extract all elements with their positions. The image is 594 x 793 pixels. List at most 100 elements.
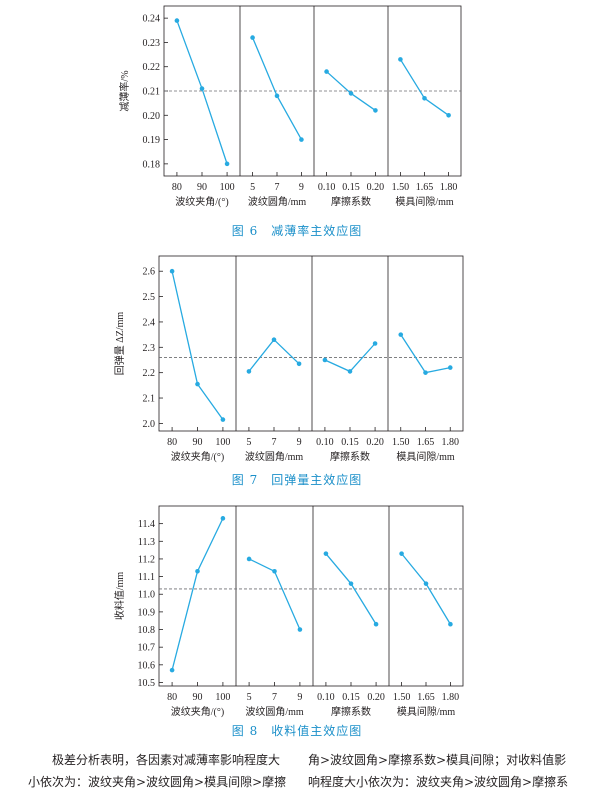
x-tick-label: 100 <box>215 692 230 703</box>
x-tick-label: 0.15 <box>342 182 360 193</box>
data-point <box>220 516 226 521</box>
y-tick-label: 0.20 <box>143 111 161 122</box>
x-tick-label: 1.50 <box>392 437 410 448</box>
x-tick-label: 0.15 <box>341 437 359 448</box>
x-axis-label: 摩擦系数 <box>331 195 371 208</box>
x-tick-label: 5 <box>247 692 252 703</box>
x-axis-label: 摩擦系数 <box>331 705 371 718</box>
plot-frame <box>158 255 464 432</box>
x-tick-label: 80 <box>167 692 177 703</box>
data-point <box>448 621 453 627</box>
data-point <box>373 108 378 113</box>
y-tick-label: 10.6 <box>138 660 156 671</box>
figure-7-caption: 图 7 回弹量主效应图 <box>231 473 363 487</box>
series-line <box>171 518 224 671</box>
data-point <box>348 91 354 96</box>
x-tick-label: 0.15 <box>342 692 360 703</box>
data-point <box>195 568 200 574</box>
y-axis-label: 收料值/mm <box>113 572 126 621</box>
data-point <box>224 161 230 167</box>
body-line: 小依次为：波纹夹角>波纹圆角>模具间隙>摩擦 <box>28 775 287 789</box>
x-tick-label: 1.80 <box>442 437 460 448</box>
y-tick-label: 10.8 <box>138 625 156 636</box>
x-tick-label: 9 <box>297 437 302 448</box>
x-tick-label: 1.65 <box>416 182 434 193</box>
x-tick-label: 0.20 <box>366 437 384 448</box>
x-tick-label: 90 <box>193 692 203 703</box>
data-point <box>398 332 404 337</box>
x-axis-label: 模具间隙/mm <box>396 450 455 463</box>
series-line <box>176 20 228 165</box>
y-tick-label: 0.22 <box>143 62 161 73</box>
x-tick-label: 0.10 <box>317 692 335 703</box>
data-point <box>348 581 354 586</box>
y-axis-label: 减薄率/% <box>118 70 131 111</box>
data-point <box>324 69 329 74</box>
data-point <box>250 35 255 40</box>
body-text-right-column: 角>波纹圆角>摩擦系数>模具间隙；对收料值影 响程度大小依次为：波纹夹角>波纹圆… <box>308 749 568 793</box>
x-tick-label: 9 <box>299 182 304 193</box>
y-tick-label: 0.19 <box>143 135 161 146</box>
x-tick-label: 100 <box>220 182 235 193</box>
y-tick-label: 11.3 <box>138 537 155 548</box>
data-point <box>271 337 277 342</box>
series-line <box>399 59 449 116</box>
data-point <box>423 370 428 375</box>
data-point <box>297 627 303 632</box>
data-point <box>169 268 175 274</box>
data-point <box>246 556 252 562</box>
x-tick-label: 7 <box>272 437 277 448</box>
data-point <box>398 57 403 62</box>
x-tick-label: 1.65 <box>417 437 435 448</box>
figure-8-caption: 图 8 收料值主效应图 <box>231 724 363 738</box>
x-axis-label: 波纹圆角/mm <box>245 705 304 718</box>
x-tick-label: 7 <box>275 182 280 193</box>
data-point <box>272 568 277 574</box>
x-axis-label: 摩擦系数 <box>330 450 370 463</box>
y-tick-label: 2.6 <box>143 267 156 278</box>
body-text-left-column: 极差分析表明，各因素对减薄率影响程度大 小依次为：波纹夹角>波纹圆角>模具间隙>… <box>28 749 286 793</box>
data-point <box>322 357 328 363</box>
y-tick-label: 0.24 <box>143 14 161 25</box>
data-point <box>447 365 453 370</box>
series-line <box>171 271 224 420</box>
data-point <box>446 112 451 118</box>
x-tick-label: 0.20 <box>367 182 385 193</box>
data-point <box>323 551 329 556</box>
x-axis-label: 波纹夹角/(°) <box>175 195 228 208</box>
x-tick-label: 0.10 <box>318 182 336 193</box>
data-point <box>299 137 304 142</box>
x-tick-label: 90 <box>197 182 207 193</box>
body-line: 极差分析表明，各因素对减薄率影响程度大 <box>52 753 281 767</box>
x-tick-label: 1.65 <box>417 692 435 703</box>
x-tick-label: 90 <box>193 437 203 448</box>
x-tick-label: 0.20 <box>367 692 385 703</box>
data-point <box>195 381 200 387</box>
y-tick-label: 10.5 <box>138 678 156 689</box>
x-axis-label: 模具间隙/mm <box>395 195 454 208</box>
x-axis-label: 波纹圆角/mm <box>248 195 307 208</box>
x-axis-label: 波纹夹角/(°) <box>171 705 224 718</box>
data-point <box>422 95 427 101</box>
y-tick-label: 2.3 <box>143 343 156 354</box>
plot-frame <box>158 505 464 687</box>
data-point <box>220 417 226 422</box>
data-point <box>274 93 280 99</box>
x-tick-label: 5 <box>246 437 251 448</box>
data-point <box>372 341 378 346</box>
x-tick-label: 1.50 <box>392 182 410 193</box>
data-point <box>174 18 180 23</box>
data-point <box>296 361 302 367</box>
x-tick-label: 0.10 <box>316 437 334 448</box>
body-line: 响程度大小依次为：波纹夹角>波纹圆角>摩擦系 <box>308 775 569 789</box>
x-tick-label: 1.80 <box>442 692 460 703</box>
x-tick-label: 1.80 <box>440 182 458 193</box>
x-axis-label: 波纹夹角/(°) <box>171 450 224 463</box>
y-tick-label: 2.2 <box>143 368 156 379</box>
x-tick-label: 9 <box>297 692 302 703</box>
data-point <box>246 369 252 374</box>
body-line: 角>波纹圆角>摩擦系数>模具间隙；对收料值影 <box>308 753 567 767</box>
series-line <box>248 338 300 372</box>
x-tick-label: 80 <box>172 182 182 193</box>
y-tick-label: 11.2 <box>138 554 155 565</box>
